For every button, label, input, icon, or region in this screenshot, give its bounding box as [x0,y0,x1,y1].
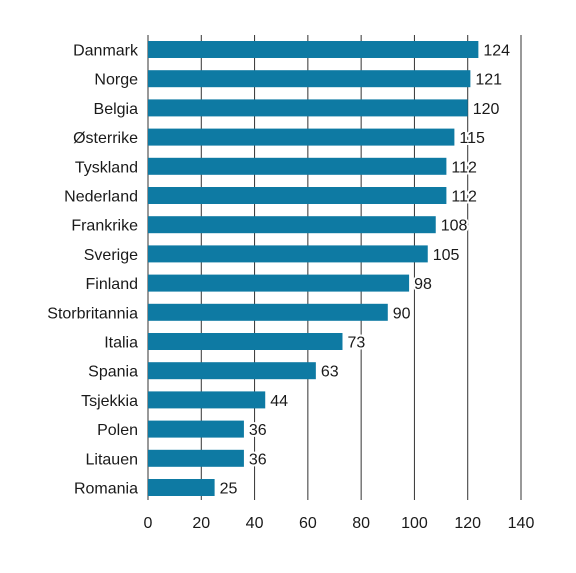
value-label: 121 [475,72,502,89]
bar-polen [148,420,244,438]
category-label: Norge [94,72,138,89]
bar-tsjekkia [148,391,266,409]
x-tick-label: 100 [401,515,428,532]
value-label-halo: 105 [433,247,460,264]
value-label-halo: 25 [220,481,238,498]
value-label-halo: 112 [451,189,477,206]
value-label: 108 [441,218,468,235]
x-tick-label: 40 [246,515,264,532]
value-label: 73 [347,335,365,352]
value-label-halo: 36 [249,451,267,468]
value-label: 115 [459,130,485,147]
category-label: Danmark [73,43,139,60]
x-tick-label: 80 [352,515,370,532]
bar-spania [148,362,316,380]
value-label: 63 [321,364,339,381]
value-label-halo: 121 [475,72,502,89]
category-label: Tyskland [75,159,138,176]
x-tick-label: 140 [508,515,535,532]
category-label: Østerrike [73,130,138,147]
category-label: Italia [104,335,138,352]
value-label-halo: 112 [451,159,477,176]
x-tick-labels: 0 20 40 60 80 100 120 140 [144,515,535,532]
bar-belgia [148,99,468,117]
value-label: 120 [473,101,500,118]
value-label: 112 [451,189,477,206]
value-label-halo: 90 [393,305,411,322]
x-tick-label: 0 [144,515,153,532]
category-label: Nederland [64,189,138,206]
bar-romania [148,479,215,496]
value-label: 105 [433,247,460,264]
value-label-halo: 73 [347,335,365,352]
bar-østerrike [148,128,455,146]
category-labels: Danmark Norge Belgia Østerrike Tyskland Neder… [47,43,139,498]
value-label: 98 [414,276,432,293]
value-label-halo: 124 [483,43,510,60]
bar-sverige [148,245,428,263]
value-label: 25 [220,481,238,498]
value-label: 112 [451,159,477,176]
bar-litauen [148,449,244,467]
value-label-halo: 108 [441,218,468,235]
category-label: Sverige [84,247,138,264]
bars [148,41,479,496]
bar-storbritannia [148,303,388,321]
value-label-halo: 115 [459,130,485,147]
x-tick-label: 60 [299,515,317,532]
bar-danmark [148,41,479,58]
bar-norge [148,70,471,88]
value-label-halo: 36 [249,422,267,439]
value-labels: 1241241211211201201151151121121121121081… [218,41,513,500]
value-label-halo: 44 [270,393,288,410]
value-label: 36 [249,422,267,439]
value-label-halo: 120 [473,101,500,118]
category-label: Belgia [94,101,139,118]
value-label: 36 [249,451,267,468]
category-label: Spania [88,364,138,381]
category-label: Romania [74,481,138,498]
category-label: Frankrike [71,218,138,235]
bar-nederland [148,187,447,204]
bar-italia [148,333,343,350]
category-label: Litauen [86,451,139,468]
value-label-halo: 63 [321,364,339,381]
x-tick-label: 120 [454,515,481,532]
category-label: Storbritannia [47,305,138,322]
value-label: 90 [393,305,411,322]
bar-tyskland [148,157,447,175]
bar-frankrike [148,216,436,234]
value-label: 44 [270,393,288,410]
value-label: 124 [483,43,510,60]
bar-finland [148,274,410,292]
category-label: Finland [86,276,138,293]
value-label-halo: 98 [414,276,432,293]
category-label: Tsjekkia [81,393,138,410]
category-label: Polen [97,422,138,439]
x-tick-label: 20 [192,515,210,532]
